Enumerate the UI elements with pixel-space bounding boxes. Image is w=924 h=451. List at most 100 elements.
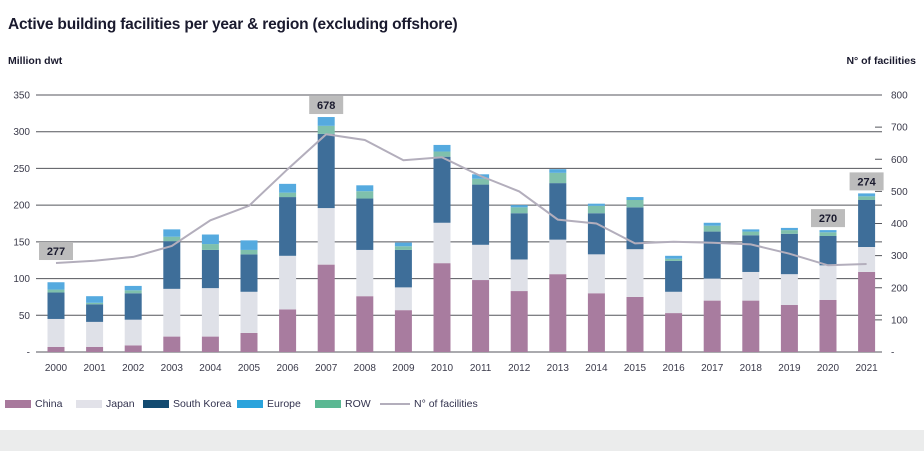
y-axis-tick-right: 300 <box>891 251 908 262</box>
bar-segment-japan <box>549 239 567 275</box>
bar-segment-japan <box>819 265 837 300</box>
bar-segment-japan <box>472 244 490 281</box>
y-axis-tick-left: 100 <box>13 274 30 285</box>
bar-segment-row <box>201 244 219 250</box>
annotation-box <box>811 209 845 228</box>
bar-segment-south-korea <box>472 184 490 245</box>
x-axis-label: 2006 <box>276 363 299 374</box>
bar-segment-japan <box>47 318 65 347</box>
y-axis-tick-right: 800 <box>891 91 908 102</box>
bar-segment-china <box>819 299 837 352</box>
japan-swatch <box>76 400 102 408</box>
bar-segment-japan <box>665 291 683 314</box>
y-axis-tick-left: 50 <box>19 311 31 322</box>
x-axis-label: 2002 <box>122 363 145 374</box>
y-axis-tick-left: 150 <box>13 237 30 248</box>
bar-segment-row <box>356 191 374 199</box>
bar-segment-china <box>472 280 490 352</box>
y-axis-tick-right: 700 <box>891 123 908 134</box>
bar-segment-japan <box>433 222 451 264</box>
bar-segment-south-korea <box>240 254 258 292</box>
x-axis-label: 2018 <box>740 363 763 374</box>
bar-segment-row <box>433 151 451 157</box>
bar-segment-europe <box>665 255 683 259</box>
bar-segment-japan <box>279 255 297 310</box>
x-axis-label: 2004 <box>199 363 222 374</box>
bar-segment-china <box>587 293 605 352</box>
bar-segment-europe <box>317 117 335 126</box>
bar-segment-china <box>163 336 181 352</box>
bar-segment-row <box>124 290 142 294</box>
annotation-box <box>309 96 344 115</box>
legend-label: South Korea <box>173 398 232 410</box>
bar-segment-south-korea <box>858 200 876 247</box>
bar-segment-china <box>549 274 567 352</box>
bar-segment-japan <box>124 319 142 346</box>
bar-segment-china <box>510 291 528 352</box>
bar-segment-europe <box>279 183 297 193</box>
bar-segment-row <box>549 172 567 184</box>
bar-segment-europe <box>240 240 258 250</box>
bar-segment-south-korea <box>86 304 104 322</box>
y-axis-tick-left: - <box>27 348 30 359</box>
bar-segment-europe <box>47 282 65 290</box>
y-axis-tick-right: 200 <box>891 283 908 294</box>
legend-label: China <box>35 398 63 410</box>
bar-segment-europe <box>356 185 374 192</box>
bar-segment-china <box>394 310 412 352</box>
bar-segment-japan <box>703 278 721 301</box>
x-axis-label: 2019 <box>778 363 801 374</box>
bar-segment-japan <box>742 271 760 301</box>
bar-segment-row <box>394 246 412 250</box>
bar-segment-europe <box>201 234 219 245</box>
bar-segment-europe <box>549 169 567 173</box>
bar-segment-south-korea <box>819 235 837 266</box>
bar-segment-south-korea <box>124 293 142 320</box>
y-axis-tick-left: 350 <box>13 91 30 102</box>
facilities-line <box>55 133 867 267</box>
x-axis-label: 2020 <box>817 363 840 374</box>
bar-segment-japan <box>86 321 104 347</box>
legend-label: Europe <box>267 398 301 410</box>
bar-segment-row <box>472 178 490 185</box>
y-axis-tick-left: 200 <box>13 201 30 212</box>
bar-segment-japan <box>626 249 644 297</box>
x-axis-label: 2005 <box>238 363 261 374</box>
bar-segment-japan <box>858 246 876 272</box>
y-axis-tick-left: 250 <box>13 164 30 175</box>
x-axis-label: 2010 <box>431 363 454 374</box>
row-swatch <box>315 400 341 408</box>
bar-segment-south-korea <box>510 213 528 260</box>
annotation-label: 274 <box>857 176 876 188</box>
bar-segment-china <box>240 332 258 352</box>
bar-segment-japan <box>163 288 181 337</box>
bar-segment-europe <box>742 229 760 232</box>
legend-label: Japan <box>106 398 135 410</box>
legend-item-china: China <box>5 396 62 412</box>
y-axis-tick-right: 100 <box>891 315 908 326</box>
x-axis-label: 2007 <box>315 363 338 374</box>
bar-segment-china <box>626 296 644 352</box>
y-axis-tick-right: - <box>891 348 894 359</box>
bar-segment-row <box>510 207 528 214</box>
x-axis-label: 2015 <box>624 363 647 374</box>
bar-segment-south-korea <box>279 197 297 256</box>
y-axis-tick-right: 500 <box>891 187 908 198</box>
bar-segment-europe <box>433 144 451 152</box>
right-axis-unit-label: N° of facilities <box>846 55 916 67</box>
footer-band <box>0 430 924 451</box>
x-axis-label: 2008 <box>354 363 377 374</box>
x-axis-label: 2003 <box>161 363 184 374</box>
x-axis-label: 2021 <box>855 363 878 374</box>
bar-segment-europe <box>626 197 644 201</box>
bar-segment-south-korea <box>433 156 451 223</box>
legend-label: N° of facilities <box>414 398 478 410</box>
bar-segment-south-korea <box>394 249 412 288</box>
bar-segment-japan <box>510 259 528 292</box>
x-axis-label: 2011 <box>470 363 492 374</box>
x-axis-label: 2016 <box>662 363 685 374</box>
europe-swatch <box>237 400 263 408</box>
bar-segment-europe <box>510 205 528 208</box>
annotation-label: 270 <box>819 213 837 225</box>
